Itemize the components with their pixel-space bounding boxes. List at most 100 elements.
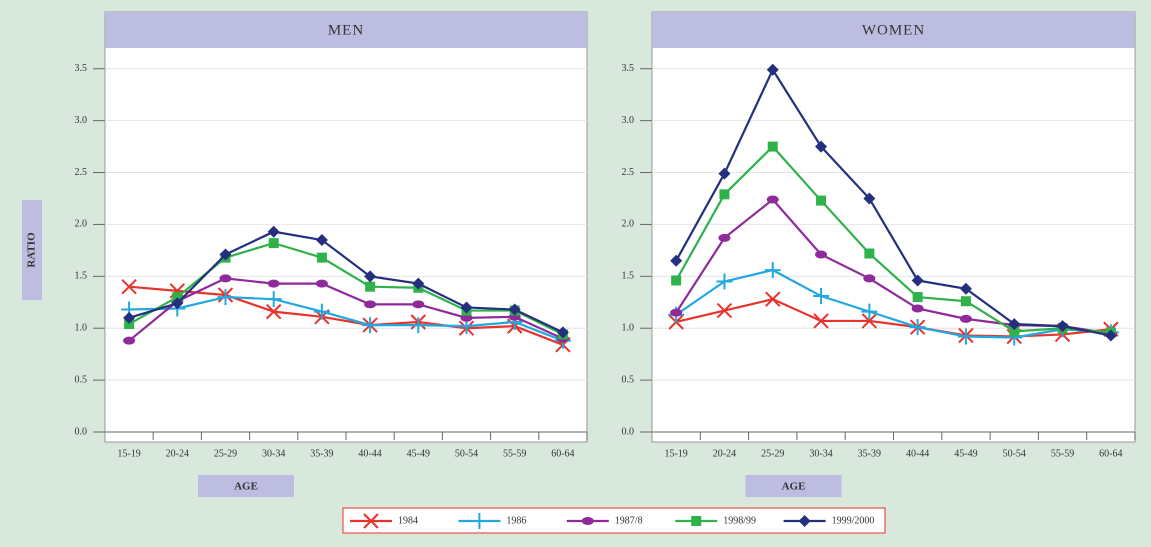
marker (121, 278, 137, 295)
x-tick-label: 50-54 (455, 448, 478, 459)
x-tick-label: 25-29 (761, 448, 784, 459)
marker (364, 270, 377, 283)
marker (268, 238, 279, 249)
x-axis-label: AGE (782, 481, 806, 493)
marker (267, 279, 280, 288)
series (670, 63, 1117, 342)
marker (911, 304, 924, 313)
legend-marker (581, 517, 594, 525)
panel (651, 11, 1136, 443)
line (675, 268, 1111, 339)
marker (123, 311, 136, 324)
panel-header (652, 12, 1135, 48)
panel (104, 11, 588, 443)
x-tick-label: 60-64 (551, 448, 574, 459)
marker (719, 189, 730, 200)
x-tick-label: 55-59 (503, 448, 526, 459)
marker (316, 252, 327, 263)
marker (864, 248, 875, 259)
legend-marker (363, 513, 379, 529)
x-tick-label: 50-54 (1003, 448, 1026, 459)
marker (315, 234, 328, 246)
line (129, 295, 564, 342)
y-tick-label: 2.0 (622, 219, 635, 230)
legend-marker (798, 515, 811, 527)
marker (716, 302, 733, 319)
marker (365, 281, 376, 292)
y-axis-label: RATIO (26, 232, 38, 268)
marker (1056, 320, 1069, 333)
marker (670, 308, 683, 317)
x-tick-label: 55-59 (1051, 448, 1074, 459)
y-tick-label: 0.0 (622, 426, 635, 437)
y-tick-label: 0.0 (75, 426, 88, 437)
y-tick-label: 2.5 (622, 167, 635, 178)
x-tick-label: 25-29 (214, 448, 237, 459)
marker (861, 313, 878, 329)
marker (219, 248, 232, 261)
marker (959, 282, 972, 295)
x-axis-label: AGE (234, 481, 258, 493)
line (675, 298, 1111, 338)
marker (460, 301, 473, 314)
x-tick-label: 20-24 (166, 448, 189, 459)
x-tick-label: 15-19 (664, 448, 687, 459)
marker (764, 262, 781, 279)
marker (412, 277, 425, 290)
marker (816, 195, 827, 206)
marker (412, 300, 425, 309)
marker (124, 319, 135, 330)
marker (219, 274, 232, 283)
marker (960, 296, 971, 307)
y-tick-label: 1.0 (75, 323, 88, 334)
marker (171, 297, 184, 310)
x-tick-label: 30-34 (262, 448, 285, 459)
marker (313, 303, 330, 320)
marker (1009, 326, 1020, 337)
x-label-box (745, 475, 842, 497)
x-tick-label: 40-44 (906, 448, 929, 459)
line (675, 144, 1111, 334)
marker (315, 279, 328, 288)
x-tick-label: 15-19 (117, 448, 140, 459)
marker (863, 192, 876, 205)
marker (911, 274, 924, 287)
marker (863, 274, 876, 283)
marker (1104, 329, 1117, 342)
x-tick-label: 30-34 (809, 448, 832, 459)
marker (460, 313, 473, 322)
panel-title: MEN (328, 22, 364, 38)
marker (508, 303, 521, 316)
x-tick-label: 45-49 (954, 448, 977, 459)
legend-label: 1998/99 (723, 515, 756, 526)
legend-marker (471, 513, 488, 529)
y-tick-label: 1.0 (622, 323, 635, 334)
legend-item: 1987/8 (566, 515, 643, 526)
legend-label: 1987/8 (615, 515, 643, 526)
y-tick-label: 0.5 (622, 374, 635, 385)
marker (766, 63, 779, 76)
line (129, 285, 564, 346)
marker (912, 292, 923, 303)
marker (265, 303, 282, 320)
marker (556, 326, 569, 339)
x-tick-label: 20-24 (713, 448, 736, 459)
y-tick-label: 3.5 (622, 63, 635, 74)
marker (265, 291, 282, 308)
marker (767, 141, 778, 152)
y-tick-label: 2.0 (75, 219, 88, 230)
marker (362, 317, 379, 334)
marker (410, 317, 427, 334)
marker (1008, 318, 1021, 331)
y-tick-label: 1.5 (622, 271, 635, 282)
marker (815, 140, 828, 153)
y-tick-label: 3.0 (622, 115, 635, 126)
panel-header (105, 12, 587, 48)
marker (957, 328, 974, 345)
legend-item: 1986 (458, 513, 526, 529)
x-tick-label: 35-39 (858, 448, 881, 459)
y-tick-label: 3.5 (75, 63, 88, 74)
legend-item: 1998/99 (675, 515, 756, 526)
